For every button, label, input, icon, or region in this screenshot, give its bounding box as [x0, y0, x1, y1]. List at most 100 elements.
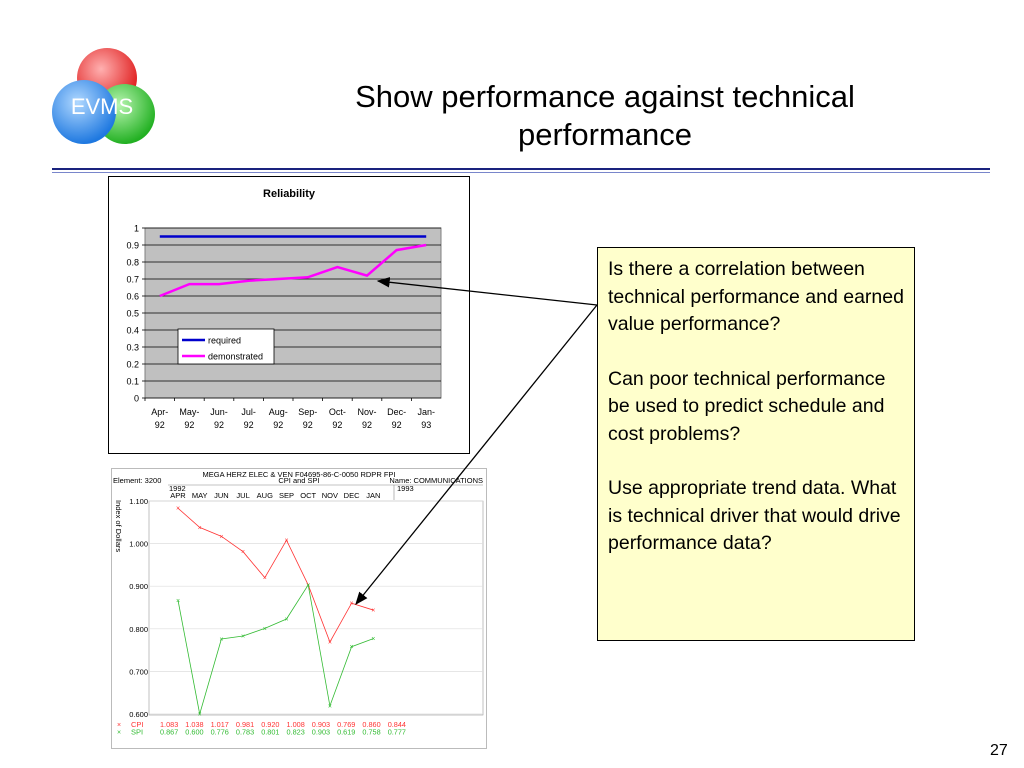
chart-legend: required demonstrated: [177, 328, 275, 365]
legend-marker: ×: [117, 722, 121, 729]
x-tick-label: 92: [332, 420, 342, 430]
y-tick-label: 0.900: [129, 582, 148, 591]
value-label: 0.769: [337, 720, 355, 729]
evms-logo: EVMS: [52, 48, 155, 144]
x-tick-label: 92: [155, 420, 165, 430]
y-tick-label: 0.4: [126, 326, 139, 336]
blue-circle-icon: [52, 80, 116, 144]
month-label: APR: [170, 491, 186, 500]
y-tick-label: 0.3: [126, 343, 139, 353]
series-label: CPI: [131, 720, 144, 729]
question-callout: Is there a correlation between technical…: [597, 247, 915, 641]
legend-label: required: [208, 336, 241, 346]
header-title: MEGA HERZ ELEC & VEN F04695-86-C-0050 RD…: [203, 470, 396, 479]
value-label: 0.844: [388, 720, 406, 729]
legend-marker: ×: [117, 730, 121, 737]
x-tick-label: 92: [362, 420, 372, 430]
series-line-SPI: [177, 583, 374, 715]
x-tick-label: 93: [421, 420, 431, 430]
data-marker: ×: [328, 640, 332, 647]
y-tick-label: 0.600: [129, 710, 148, 719]
month-label: NOV: [322, 491, 338, 500]
value-label: 0.903: [312, 720, 330, 729]
month-label: JUL: [236, 491, 249, 500]
x-tick-label: May-: [179, 407, 199, 417]
data-marker: ×: [263, 575, 267, 582]
month-label: OCT: [300, 491, 316, 500]
x-tick-label: Dec-: [387, 407, 406, 417]
y-tick-label: 0.2: [126, 360, 139, 370]
legend-box: [177, 328, 275, 365]
y-tick-label: 0.800: [129, 625, 148, 634]
value-label: 0.783: [236, 728, 254, 737]
data-marker: ×: [198, 712, 202, 719]
data-marker: ×: [219, 534, 223, 541]
series-line-demonstrated: [159, 243, 427, 298]
value-label: 0.801: [261, 728, 279, 737]
x-tick-label: Jun-: [210, 407, 228, 417]
x-tick-label: Oct-: [329, 407, 346, 417]
header-center: CPI and SPI: [278, 476, 319, 485]
x-tick-label: Jan-: [417, 407, 435, 417]
data-marker: ×: [328, 703, 332, 710]
title-line-2: performance: [517, 117, 693, 152]
series-line-CPI: [177, 507, 374, 643]
value-label: 1.038: [185, 720, 203, 729]
x-tick-label: 92: [184, 420, 194, 430]
plot-area: [148, 500, 484, 716]
x-tick-label: Sep-: [298, 407, 317, 417]
value-label: 1.017: [211, 720, 229, 729]
y-tick-label: 0: [134, 394, 139, 404]
logo-text: EVMS: [71, 94, 133, 119]
month-label: AUG: [257, 491, 273, 500]
value-label: 0.860: [362, 720, 380, 729]
year-label-1993: 1993: [397, 484, 414, 493]
x-tick-label: Nov-: [357, 407, 376, 417]
legend-label: demonstrated: [208, 352, 263, 362]
x-tick-label: 92: [214, 420, 224, 430]
month-label: DEC: [344, 491, 360, 500]
data-marker: ×: [176, 598, 180, 605]
year-label-1992: 1992: [169, 484, 186, 493]
header-element: Element: 3200: [113, 476, 161, 485]
value-label: 1.008: [287, 720, 305, 729]
y-tick-label: 0.1: [126, 377, 139, 387]
value-label: 0.776: [211, 728, 229, 737]
value-label: 0.777: [388, 728, 406, 737]
value-label: 0.619: [337, 728, 355, 737]
title-divider: [52, 168, 990, 170]
slide-title: Show performance against technical perfo…: [300, 78, 910, 154]
data-marker: ×: [371, 636, 375, 643]
value-label: 0.758: [362, 728, 380, 737]
x-tick-label: 92: [392, 420, 402, 430]
data-marker: ×: [371, 608, 375, 615]
y-tick-label: 0.5: [126, 309, 139, 319]
y-tick-label: 0.700: [129, 667, 148, 676]
x-tick-label: 92: [273, 420, 283, 430]
data-marker: ×: [306, 582, 310, 589]
value-label: 0.867: [160, 728, 178, 737]
y-tick-label: 0.9: [126, 241, 139, 251]
series-label: SPI: [131, 728, 143, 737]
month-label: JAN: [366, 491, 380, 500]
y-tick-label: 0.6: [126, 292, 139, 302]
x-tick-label: 92: [303, 420, 313, 430]
value-label: 0.981: [236, 720, 254, 729]
chart-title: Reliability: [263, 188, 316, 200]
data-marker: ×: [350, 644, 354, 651]
callout-paragraph-2: Can poor technical performance be used t…: [608, 367, 886, 445]
title-divider-thin: [52, 172, 990, 173]
data-marker: ×: [350, 601, 354, 608]
data-marker: ×: [263, 626, 267, 633]
callout-paragraph-3: Use appropriate trend data. What is tech…: [608, 477, 901, 554]
month-label: SEP: [279, 491, 294, 500]
data-marker: ×: [284, 617, 288, 624]
callout-paragraph-1: Is there a correlation between technical…: [608, 258, 904, 335]
y-tick-label: 1.100: [129, 497, 148, 506]
y-tick-label: 0.8: [126, 258, 139, 268]
x-tick-label: 92: [244, 420, 254, 430]
data-marker: ×: [241, 634, 245, 641]
cpi-spi-chart: MEGA HERZ ELEC & VEN F04695-86-C-0050 RD…: [113, 470, 484, 737]
data-marker: ×: [284, 538, 288, 545]
y-axis-label: Index of Dollars: [114, 500, 123, 552]
